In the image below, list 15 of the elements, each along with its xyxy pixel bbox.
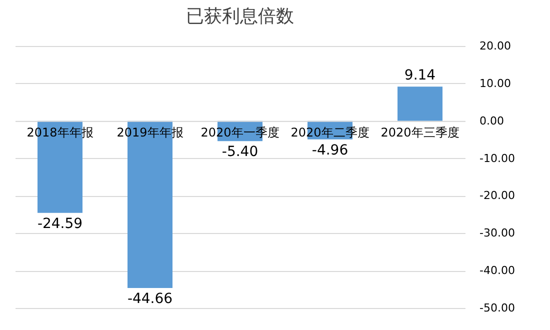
data-label: -44.66 bbox=[127, 291, 173, 308]
y-tick-label: 20.00 bbox=[480, 40, 511, 52]
y-tick-label: -20.00 bbox=[480, 189, 515, 202]
data-label: 9.14 bbox=[404, 68, 436, 84]
y-tick-label: -40.00 bbox=[480, 264, 515, 278]
data-label: -24.59 bbox=[37, 216, 83, 232]
y-tick-label: 10.00 bbox=[480, 76, 511, 90]
y-tick-label: -30.00 bbox=[480, 226, 515, 240]
x-tick-label: 2020年三季度 bbox=[380, 125, 460, 140]
y-tick-label: 0.00 bbox=[480, 114, 504, 128]
y-tick-label: -50.00 bbox=[480, 302, 515, 314]
data-label: -5.40 bbox=[222, 144, 258, 160]
y-tick-label: -10.00 bbox=[480, 152, 515, 165]
chart-title: 已获利息倍数 bbox=[186, 6, 294, 27]
data-label: -4.96 bbox=[312, 142, 348, 158]
